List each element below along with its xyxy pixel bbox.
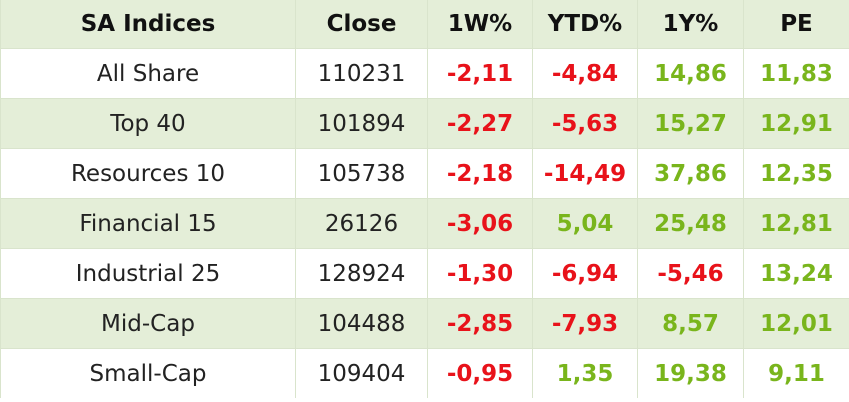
value-cell: -3,06	[427, 198, 533, 249]
value-cell: 15,27	[637, 98, 744, 149]
value-cell: -5,46	[637, 248, 744, 299]
header-cell: 1W%	[427, 0, 533, 49]
value-cell: 12,81	[743, 198, 849, 249]
value-cell: 13,24	[743, 248, 849, 299]
value-cell: -1,30	[427, 248, 533, 299]
value-cell: 9,11	[743, 348, 849, 398]
value-cell: -2,18	[427, 148, 533, 199]
value-cell: 109404	[295, 348, 428, 398]
value-cell: -4,84	[532, 48, 638, 99]
value-cell: 19,38	[637, 348, 744, 398]
index-name: Top 40	[0, 98, 296, 149]
value-cell: 12,01	[743, 298, 849, 349]
value-cell: 104488	[295, 298, 428, 349]
value-cell: -14,49	[532, 148, 638, 199]
value-cell: 1,35	[532, 348, 638, 398]
header-row: SA Indices Close 1W% YTD% 1Y% PE	[0, 0, 849, 49]
value-cell: -7,93	[532, 298, 638, 349]
value-cell: 25,48	[637, 198, 744, 249]
value-cell: -2,85	[427, 298, 533, 349]
index-name: Financial 15	[0, 198, 296, 249]
value-cell: -2,27	[427, 98, 533, 149]
table-row: Top 40 101894 -2,27 -5,63 15,27 12,91	[0, 98, 849, 149]
table-row: Mid-Cap 104488 -2,85 -7,93 8,57 12,01	[0, 298, 849, 349]
header-cell: PE	[743, 0, 849, 49]
value-cell: 110231	[295, 48, 428, 99]
value-cell: 128924	[295, 248, 428, 299]
header-cell: YTD%	[532, 0, 638, 49]
table-row: All Share 110231 -2,11 -4,84 14,86 11,83	[0, 48, 849, 99]
value-cell: 12,35	[743, 148, 849, 199]
value-cell: 14,86	[637, 48, 744, 99]
index-name: Small-Cap	[0, 348, 296, 398]
value-cell: -6,94	[532, 248, 638, 299]
value-cell: 101894	[295, 98, 428, 149]
value-cell: 105738	[295, 148, 428, 199]
table-row: Financial 15 26126 -3,06 5,04 25,48 12,81	[0, 198, 849, 249]
header-cell: SA Indices	[0, 0, 296, 49]
index-name: Mid-Cap	[0, 298, 296, 349]
value-cell: 11,83	[743, 48, 849, 99]
index-name: Resources 10	[0, 148, 296, 199]
value-cell: -5,63	[532, 98, 638, 149]
table-row: Resources 10 105738 -2,18 -14,49 37,86 12,35	[0, 148, 849, 199]
value-cell: -0,95	[427, 348, 533, 398]
table-body: All Share 110231 -2,11 -4,84 14,86 11,83 Top 4…	[0, 48, 849, 398]
index-name: Industrial 25	[0, 248, 296, 299]
header-cell: Close	[295, 0, 428, 49]
table-row: Small-Cap 109404 -0,95 1,35 19,38 9,11	[0, 348, 849, 398]
value-cell: 26126	[295, 198, 428, 249]
header-cell: 1Y%	[637, 0, 744, 49]
value-cell: 37,86	[637, 148, 744, 199]
value-cell: -2,11	[427, 48, 533, 99]
value-cell: 12,91	[743, 98, 849, 149]
table-row: Industrial 25 128924 -1,30 -6,94 -5,46 13,24	[0, 248, 849, 299]
value-cell: 8,57	[637, 298, 744, 349]
index-name: All Share	[0, 48, 296, 99]
value-cell: 5,04	[532, 198, 638, 249]
